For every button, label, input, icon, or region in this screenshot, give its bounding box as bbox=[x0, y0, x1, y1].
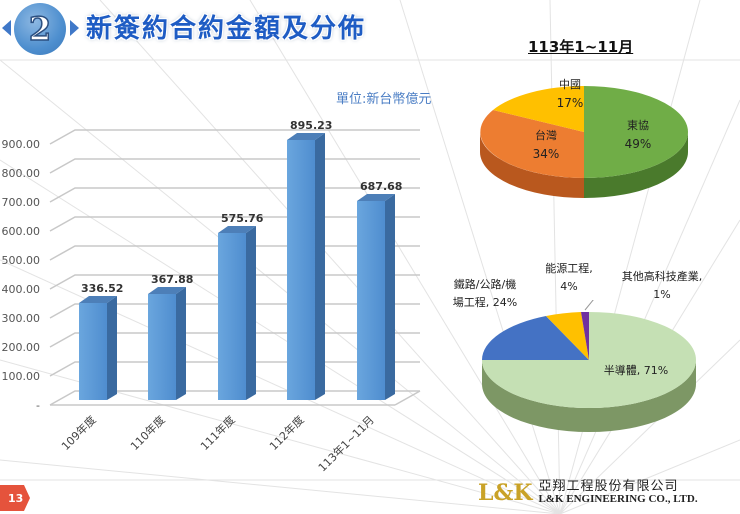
bar-value-label: 895.23 bbox=[290, 119, 333, 132]
unit-label: 單位:新台幣億元 bbox=[336, 92, 432, 107]
bar-109 bbox=[79, 296, 117, 400]
pie2-label-energy: 能源工程, 4% bbox=[545, 262, 593, 293]
pie2-label-semiconductor: 半導體, 71% bbox=[603, 364, 669, 377]
pie1-label-china: 中國 17% bbox=[556, 78, 584, 110]
pie1-label-taiwan: 台灣 34% bbox=[532, 129, 560, 161]
bar-value-label: 367.88 bbox=[151, 273, 194, 286]
y-tick: 600.00 bbox=[1, 225, 41, 238]
page-title: 新簽約合約金額及分佈 bbox=[86, 14, 367, 44]
company-name-zh: 亞翔工程股份有限公司 bbox=[538, 479, 679, 494]
bar-113 bbox=[357, 194, 395, 400]
y-tick: 300.00 bbox=[1, 312, 41, 325]
y-tick: 700.00 bbox=[1, 196, 41, 209]
y-tick: 400.00 bbox=[1, 283, 41, 296]
company-name-en: L&K ENGINEERING CO., LTD. bbox=[538, 493, 698, 505]
bar-111 bbox=[218, 226, 256, 400]
y-tick: 100.00 bbox=[1, 370, 41, 383]
bar-value-label: 687.68 bbox=[360, 180, 403, 193]
y-tick: 200.00 bbox=[1, 341, 41, 354]
bar-value-label: 336.52 bbox=[81, 282, 124, 295]
page-number-badge: 13 bbox=[0, 485, 30, 511]
prev-arrow-icon bbox=[2, 20, 11, 36]
y-tick: 900.00 bbox=[1, 138, 41, 151]
pie2-label-other: 其他高科技產業, 1% bbox=[621, 270, 703, 301]
bar-112 bbox=[287, 133, 325, 400]
y-tick: 500.00 bbox=[1, 254, 41, 267]
bar-value-label: 575.76 bbox=[221, 212, 264, 225]
pie-chart-sector bbox=[481, 300, 696, 432]
y-tick: - bbox=[36, 399, 40, 412]
pie1-label-asean: 東協 49% bbox=[624, 119, 652, 151]
company-logo: L&K 亞翔工程股份有限公司 L&K ENGINEERING CO., LTD. bbox=[478, 480, 698, 506]
bar-110 bbox=[148, 287, 186, 400]
pie2-label-rail: 鐵路/公路/機 場工程, 24% bbox=[452, 278, 518, 309]
logo-mark: L&K bbox=[478, 480, 533, 506]
pie-chart-region bbox=[480, 86, 688, 198]
period-label: 113年1~11月 bbox=[528, 38, 634, 56]
next-arrow-icon bbox=[70, 20, 79, 36]
section-number-badge: 2 bbox=[14, 3, 66, 55]
y-tick: 800.00 bbox=[1, 167, 41, 180]
